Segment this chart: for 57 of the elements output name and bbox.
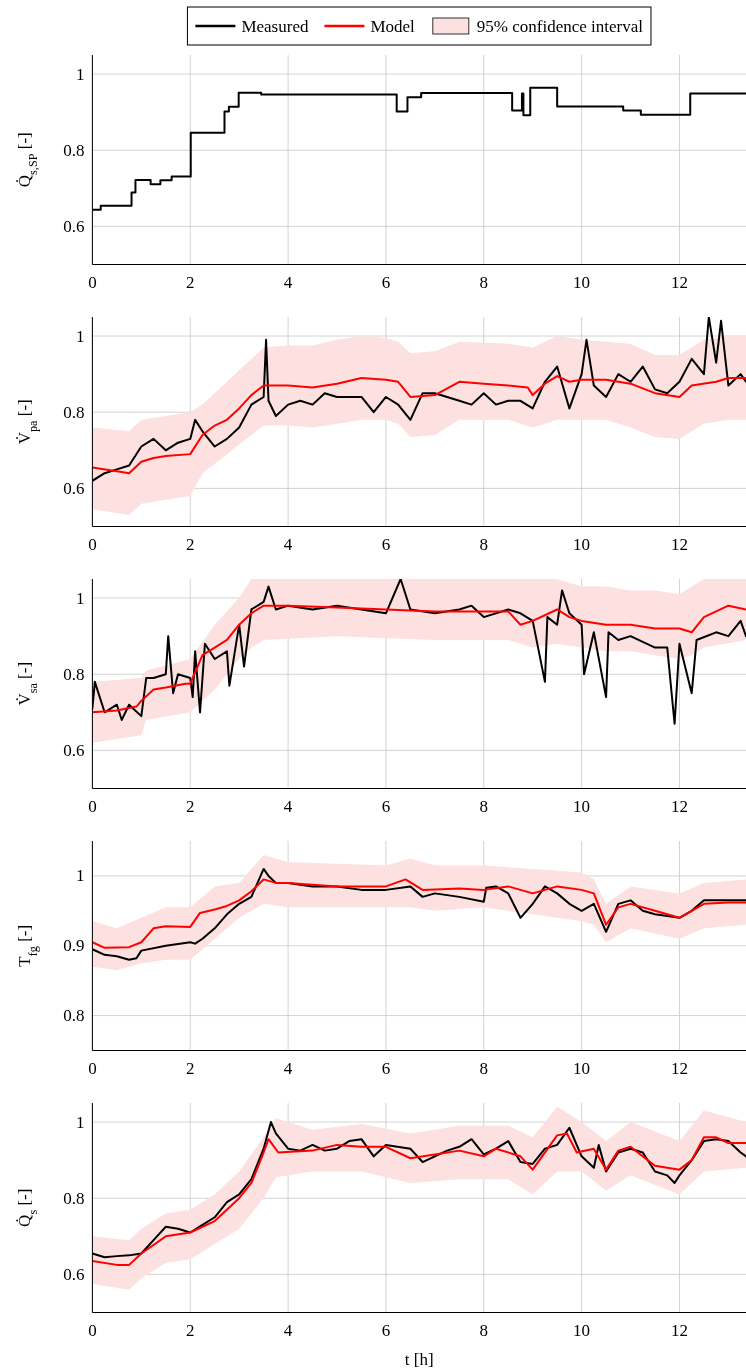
x-tick-label: 8: [479, 272, 489, 292]
x-tick-label: 0: [88, 796, 97, 816]
legend-label: Measured: [241, 16, 309, 36]
x-tick-label: 8: [479, 534, 489, 554]
x-tick-label: 4: [283, 534, 293, 554]
x-tick-label: 2: [185, 534, 195, 554]
x-tick-label: 2: [185, 1058, 195, 1078]
y-tick-label: 0.9: [63, 936, 85, 956]
legend-label: Model: [370, 16, 416, 36]
y-tick-label: 0.8: [63, 1006, 85, 1026]
x-tick-label: 6: [381, 796, 391, 816]
y-tick-label: 0.6: [63, 478, 85, 498]
x-tick-label: 6: [381, 272, 391, 292]
x-tick-label: 6: [381, 1058, 391, 1078]
y-tick-label: 0.8: [63, 140, 85, 160]
x-tick-label: 12: [670, 1058, 688, 1078]
x-tick-label: 10: [573, 1058, 591, 1078]
y-tick-label: 1: [75, 64, 85, 84]
line-series: [92, 604, 746, 714]
line-series: [92, 375, 746, 475]
y-tick-label: 0.8: [63, 402, 85, 422]
y-tick-label: 0.6: [63, 1264, 85, 1284]
x-tick-label: 12: [670, 272, 688, 292]
x-tick-label: 2: [185, 272, 195, 292]
x-tick-label: 4: [283, 272, 293, 292]
x-tick-label: 10: [573, 272, 591, 292]
x-tick-label: 4: [283, 796, 293, 816]
legend-label: 95% confidence interval: [476, 16, 644, 36]
x-tick-label: 0: [88, 272, 97, 292]
x-tick-label: 10: [573, 1320, 591, 1340]
y-tick-label: 1: [75, 326, 85, 346]
x-tick-label: 8: [479, 1320, 489, 1340]
y-tick-label: 1: [75, 866, 85, 886]
x-tick-label: 10: [573, 534, 591, 554]
x-tick-label: 0: [88, 1320, 97, 1340]
y-tick-label: 0.8: [63, 1188, 85, 1208]
x-tick-label: 0: [88, 1058, 97, 1078]
x-tick-label: 6: [381, 534, 391, 554]
x-tick-label: 8: [479, 796, 489, 816]
y-tick-label: 1: [75, 588, 85, 608]
y-tick-label: 0.8: [63, 664, 85, 684]
x-tick-label: 6: [381, 1320, 391, 1340]
x-tick-label: 4: [283, 1320, 293, 1340]
y-tick-label: 1: [75, 1112, 85, 1132]
line-series: [92, 878, 746, 949]
x-tick-label: 12: [670, 1320, 688, 1340]
x-tick-label: 0: [88, 534, 97, 554]
x-axis-title: t [h]: [404, 1349, 434, 1369]
x-tick-label: 2: [185, 796, 195, 816]
x-tick-label: 12: [670, 534, 688, 554]
y-tick-label: 0.6: [63, 216, 85, 236]
y-tick-label: 0.6: [63, 740, 85, 760]
x-tick-label: 4: [283, 1058, 293, 1078]
x-tick-label: 8: [479, 1058, 489, 1078]
x-tick-label: 2: [185, 1320, 195, 1340]
x-tick-label: 10: [573, 796, 591, 816]
x-tick-label: 12: [670, 796, 688, 816]
